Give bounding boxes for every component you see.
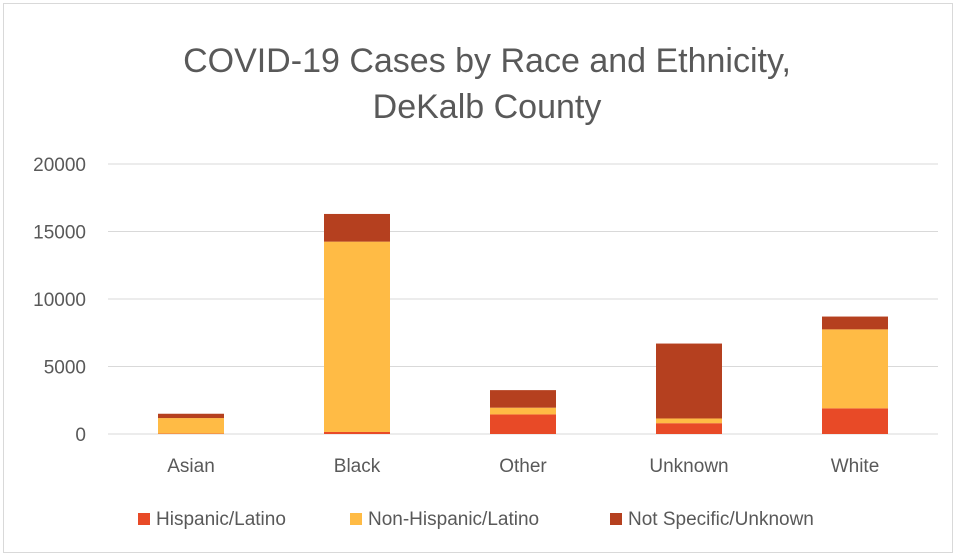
bar-other-series-1 bbox=[490, 407, 556, 415]
x-tick-label: Black bbox=[334, 456, 381, 477]
chart-title: COVID-19 Cases by Race and Ethnicity, De… bbox=[183, 42, 791, 126]
y-tick-label: 0 bbox=[75, 425, 86, 446]
legend-label: Hispanic/Latino bbox=[156, 509, 286, 530]
x-tick-label: Other bbox=[499, 456, 547, 477]
legend: Hispanic/Latino Non-Hispanic/Latino Not Sp… bbox=[138, 509, 814, 530]
y-tick-label: 15000 bbox=[33, 223, 86, 244]
bar-black-series-2 bbox=[324, 213, 390, 242]
legend-label: Not Specific/Unknown bbox=[628, 509, 814, 530]
bar-white-series-2 bbox=[822, 316, 888, 330]
bar-other-series-2 bbox=[490, 390, 556, 408]
bar-other-series-0 bbox=[490, 414, 556, 434]
chart-frame bbox=[3, 3, 953, 553]
bar-white-series-1 bbox=[822, 329, 888, 409]
bar-unknown-series-0 bbox=[656, 423, 722, 434]
y-tick-label: 10000 bbox=[33, 290, 86, 311]
legend-label: Non-Hispanic/Latino bbox=[368, 509, 539, 530]
x-tick-label: White bbox=[831, 456, 880, 477]
bar-white-series-0 bbox=[822, 408, 888, 434]
y-tick-label: 5000 bbox=[44, 358, 86, 379]
bar-unknown-series-2 bbox=[656, 343, 722, 419]
chart-title-line-2: DeKalb County bbox=[373, 88, 602, 126]
x-axis-ticks: Asian Black Other Unknown White bbox=[167, 456, 879, 477]
bar-black-series-0 bbox=[324, 431, 390, 434]
grid-layer bbox=[108, 163, 938, 435]
legend-swatch bbox=[610, 513, 622, 525]
x-tick-label: Asian bbox=[167, 456, 215, 477]
y-axis-ticks: 0 5000 10000 15000 20000 bbox=[33, 155, 86, 446]
x-tick-label: Unknown bbox=[649, 456, 728, 477]
legend-swatch bbox=[138, 513, 150, 525]
legend-swatch bbox=[350, 513, 362, 525]
bar-black-series-1 bbox=[324, 241, 390, 432]
chart-title-line-1: COVID-19 Cases by Race and Ethnicity, bbox=[183, 42, 791, 80]
y-tick-label: 20000 bbox=[33, 155, 86, 176]
bar-layer bbox=[158, 213, 888, 434]
bar-unknown-series-1 bbox=[656, 418, 722, 424]
bar-asian-series-1 bbox=[158, 418, 224, 434]
bar-asian-series-2 bbox=[158, 413, 224, 419]
